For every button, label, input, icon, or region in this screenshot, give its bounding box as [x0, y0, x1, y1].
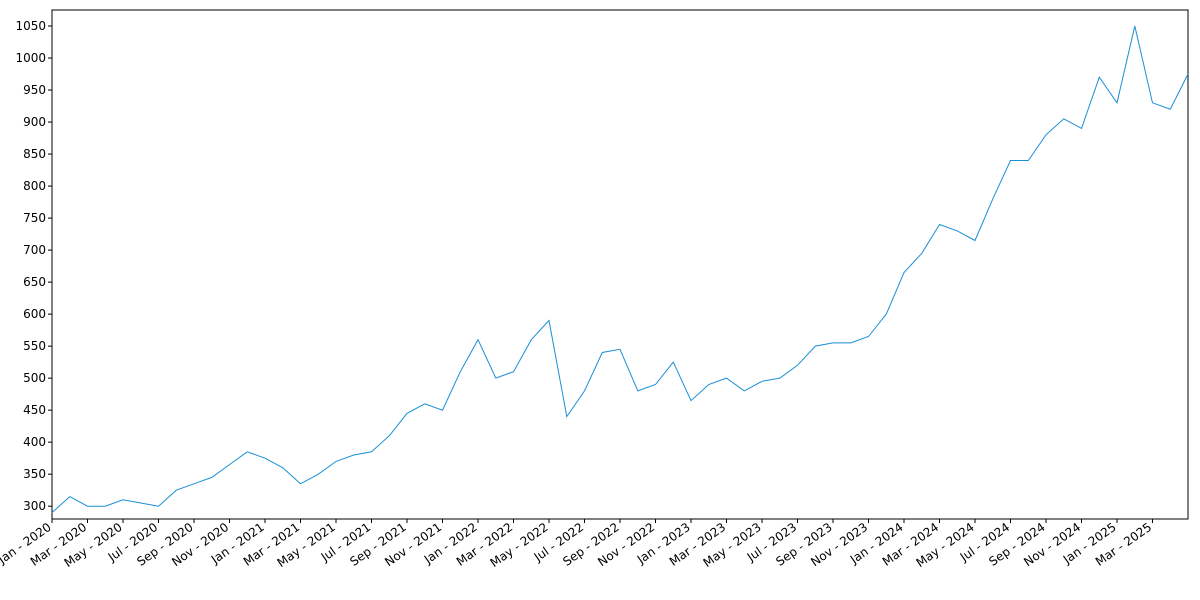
y-tick-label: 300: [23, 499, 46, 513]
y-tick-label: 900: [23, 115, 46, 129]
y-tick-label: 800: [23, 179, 46, 193]
y-tick-label: 1000: [15, 51, 46, 65]
line-series: [51, 25, 1189, 513]
y-tick-label: 750: [23, 211, 46, 225]
y-tick-label: 700: [23, 243, 46, 257]
y-tick-label: 950: [23, 83, 46, 97]
y-tick-label: 350: [23, 467, 46, 481]
y-tick-label: 400: [23, 435, 46, 449]
y-tick-label: 850: [23, 147, 46, 161]
y-tick-label: 550: [23, 339, 46, 353]
y-tick-label: 600: [23, 307, 46, 321]
y-tick-label: 450: [23, 403, 46, 417]
y-tick-label: 650: [23, 275, 46, 289]
y-tick-label: 1050: [15, 19, 46, 33]
plot-frame: [51, 9, 1189, 520]
y-tick-label: 500: [23, 371, 46, 385]
